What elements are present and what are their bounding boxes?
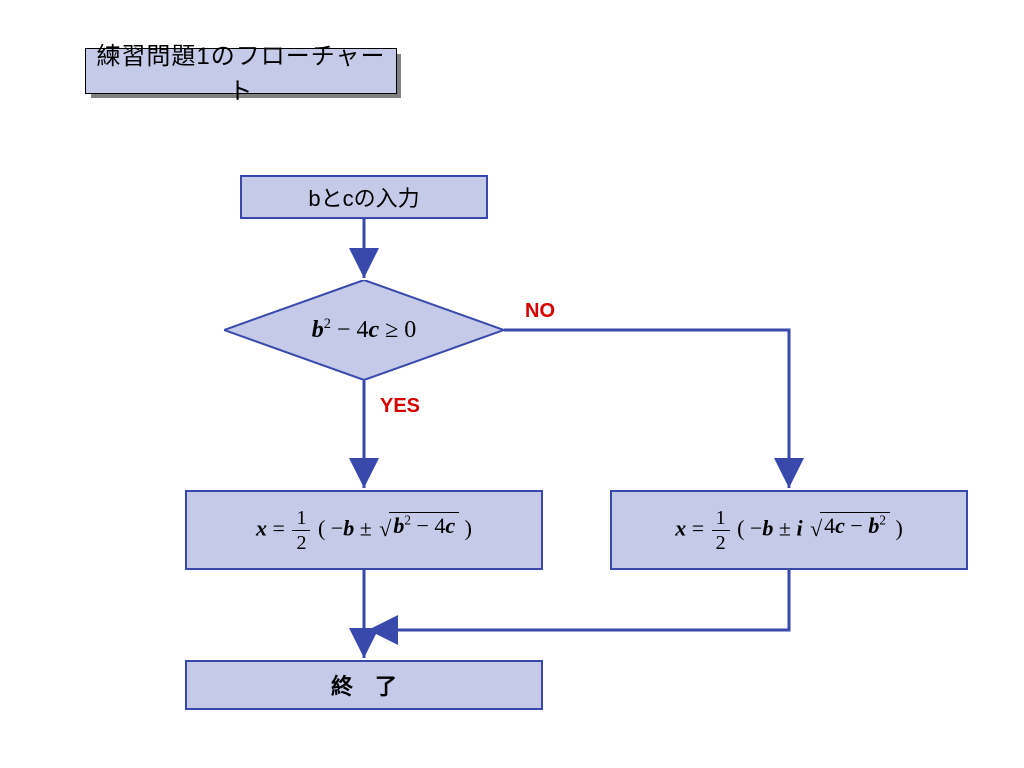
node-input-label: bとcの入力 — [308, 181, 419, 213]
imag-sqrt-b-exp: 2 — [879, 513, 886, 528]
node-input: bとcの入力 — [240, 175, 488, 219]
real-b: b — [343, 515, 354, 540]
label-no-text: NO — [525, 300, 555, 322]
imag-sqrt-4: 4 — [824, 513, 835, 538]
node-decision-label: b2 − 4c ≥ 0 — [224, 280, 504, 380]
node-end: 終 了 — [185, 660, 543, 710]
node-real: x = 12 ( −b ± b2 − 4c ) — [185, 490, 543, 570]
imag-open: ( − — [737, 515, 762, 540]
imag-lhs: x — [675, 515, 686, 540]
title-box: 練習問題1のフローチャート — [85, 48, 397, 94]
real-pm: ± — [360, 515, 372, 540]
decision-rhs: 0 — [404, 317, 416, 343]
label-yes-text: YES — [380, 395, 420, 417]
label-yes: YES — [380, 395, 420, 418]
imag-den: 2 — [712, 531, 730, 553]
title-text: 練習問題1のフローチャート — [86, 36, 396, 106]
real-sqrt-sep: − 4 — [416, 513, 445, 538]
connectors — [0, 0, 1024, 768]
real-open: ( − — [318, 515, 343, 540]
real-lhs: x — [256, 515, 267, 540]
real-num: 1 — [292, 508, 310, 531]
real-den: 2 — [292, 531, 310, 553]
real-close: ) — [459, 515, 472, 540]
node-end-label: 終 了 — [331, 669, 397, 701]
node-imag: x = 12 ( −b ± i 4c − b2 ) — [610, 490, 968, 570]
imag-num: 1 — [712, 508, 730, 531]
real-sqrt-b-exp: 2 — [404, 513, 411, 528]
decision-b-exp: 2 — [324, 316, 331, 332]
label-no: NO — [525, 300, 555, 323]
real-sqrt-b: b — [393, 513, 404, 538]
imag-sqrt-b: b — [868, 513, 879, 538]
imag-i: i — [796, 515, 802, 540]
imag-sqrt-sep: − — [850, 513, 862, 538]
decision-cmp: ≥ — [385, 317, 398, 343]
imag-b: b — [762, 515, 773, 540]
decision-coef: 4 — [356, 317, 368, 343]
imag-close: ) — [890, 515, 903, 540]
real-sqrt-c: c — [445, 513, 455, 538]
imag-pm: ± — [779, 515, 791, 540]
imag-sqrt-c: c — [835, 513, 845, 538]
